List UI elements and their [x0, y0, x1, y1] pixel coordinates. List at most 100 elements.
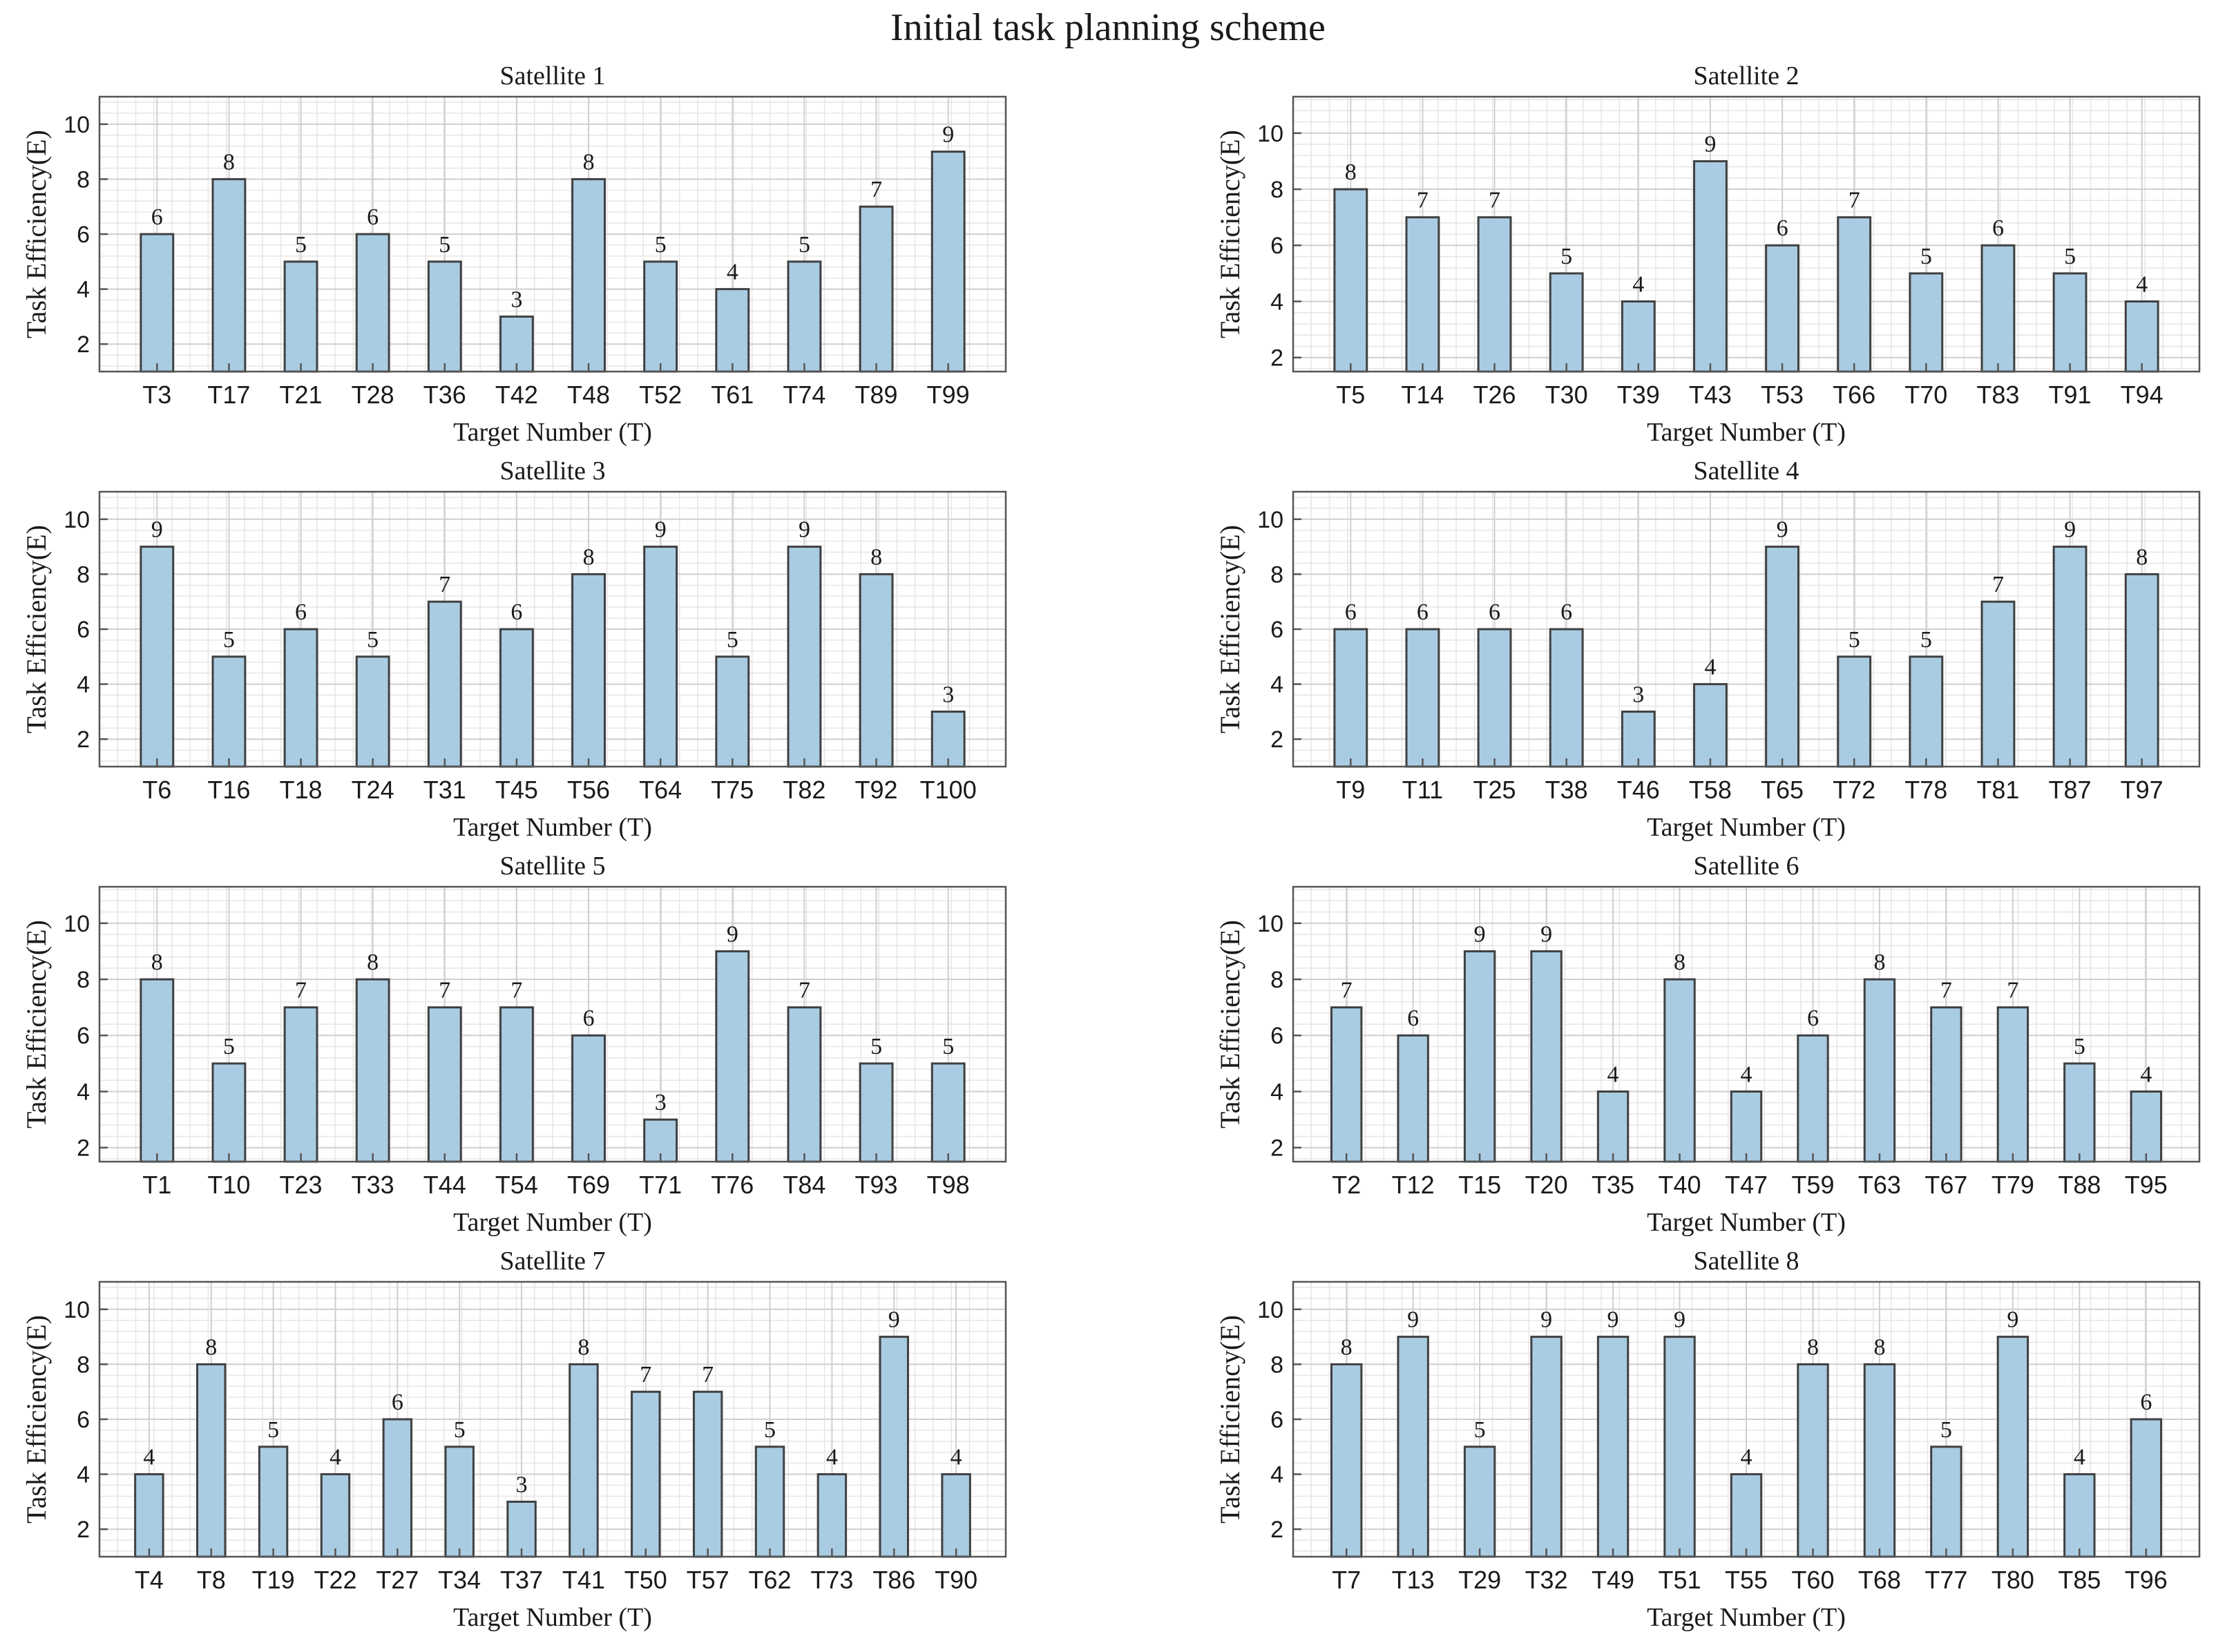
y-tick-label: 2 — [77, 1135, 90, 1162]
chart-panel-5: 8 5 7 8 7 7 6 3 9 7 5 5 2 4 6 8 10 T1 T10 T23 T33 T44 T54 T69 T7… — [21, 852, 1007, 1237]
x-tick-label: T91 — [2049, 381, 2092, 409]
data-label: 9 — [1474, 921, 1486, 947]
bar-series: 8 7 7 5 4 9 6 7 5 6 5 4 — [1333, 131, 2159, 373]
data-label: 7 — [870, 177, 882, 202]
bar — [941, 1473, 971, 1558]
bar — [1980, 600, 2016, 768]
subplot-title: Satellite 5 — [499, 852, 605, 881]
bar — [320, 1473, 351, 1558]
x-tick-label: T54 — [495, 1171, 538, 1199]
x-tick-label: T8 — [197, 1566, 226, 1594]
data-label: 5 — [1849, 627, 1860, 653]
y-axis-label: Task Efficiency(E) — [21, 525, 52, 733]
bar — [1765, 244, 1799, 373]
x-tick-label: T88 — [2058, 1171, 2101, 1199]
y-tick-label: 2 — [77, 1517, 90, 1543]
x-tick-label: T65 — [1761, 776, 1804, 804]
y-tick-label: 4 — [1270, 672, 1283, 698]
bar-series: 9 5 6 5 7 6 8 9 5 9 8 3 — [140, 517, 966, 768]
data-label: 8 — [205, 1334, 217, 1360]
chart-panel-2: 8 7 7 5 4 9 6 7 5 6 5 4 2 4 6 8 10 T5 T14 T26 T30 T39 T43 T53 T6… — [1214, 61, 2201, 447]
x-tick-label: T86 — [872, 1566, 915, 1594]
y-tick-label: 8 — [1270, 967, 1283, 993]
data-label: 6 — [151, 204, 163, 230]
bar — [1797, 1363, 1829, 1558]
bar — [1330, 1006, 1363, 1163]
data-label: 8 — [1807, 1334, 1819, 1360]
bar — [355, 233, 390, 373]
bar — [1477, 216, 1512, 373]
bar — [1863, 1363, 1896, 1558]
data-label: 8 — [223, 149, 235, 175]
y-tick-label: 8 — [1270, 1352, 1283, 1378]
data-label: 4 — [826, 1445, 838, 1470]
data-label: 6 — [1992, 215, 2004, 241]
data-label: 8 — [367, 950, 379, 975]
data-label: 5 — [2064, 244, 2076, 269]
data-label: 5 — [1940, 1417, 1952, 1443]
bar — [930, 151, 966, 373]
bar — [643, 260, 678, 373]
bar — [134, 1473, 164, 1558]
x-tick-label: T10 — [207, 1171, 250, 1199]
subplot-title: Satellite 2 — [1693, 61, 1799, 90]
data-label: 5 — [870, 1034, 882, 1059]
bar — [787, 260, 822, 373]
data-label: 6 — [392, 1390, 403, 1415]
data-label: 5 — [1920, 627, 1932, 653]
data-label: 5 — [367, 627, 379, 653]
x-tick-label: T92 — [855, 776, 898, 804]
bar-series: 8 5 7 8 7 7 6 3 9 7 5 5 — [140, 921, 966, 1163]
x-axis-label: Target Number (T) — [1647, 1603, 1846, 1632]
data-label: 6 — [1417, 599, 1429, 625]
data-label: 6 — [1489, 599, 1500, 625]
data-label: 4 — [1741, 1062, 1752, 1087]
y-tick-label: 8 — [77, 561, 90, 588]
bar — [2130, 1418, 2163, 1558]
y-axis-label: Task Efficiency(E) — [21, 920, 52, 1128]
data-label: 9 — [799, 517, 810, 543]
data-label: 8 — [1345, 160, 1357, 185]
subplot-title: Satellite 4 — [1693, 457, 1799, 486]
x-axis-label: Target Number (T) — [1647, 418, 1846, 447]
x-tick-label: T51 — [1659, 1566, 1701, 1594]
axes-frame — [98, 885, 1007, 1163]
x-tick-label: T56 — [567, 776, 610, 804]
x-tick-label: T5 — [1336, 381, 1365, 409]
x-tick-label: T41 — [562, 1566, 605, 1594]
data-label: 6 — [1807, 1006, 1819, 1031]
subplot-title: Satellite 8 — [1693, 1247, 1799, 1276]
x-tick-label: T59 — [1791, 1171, 1834, 1199]
x-tick-label: T82 — [783, 776, 825, 804]
bar-series: 8 9 5 9 9 9 4 8 8 5 9 4 6 — [1330, 1307, 2163, 1558]
y-tick-label: 4 — [77, 1462, 90, 1488]
y-tick-label: 6 — [1270, 1407, 1283, 1433]
data-label: 8 — [1674, 950, 1685, 975]
data-label: 4 — [2074, 1445, 2085, 1470]
bar — [715, 655, 750, 768]
y-tick-label: 6 — [1270, 233, 1283, 259]
x-tick-label: T64 — [639, 776, 682, 804]
data-label: 4 — [2136, 271, 2148, 297]
y-tick-label: 6 — [77, 222, 90, 248]
data-label: 7 — [799, 978, 810, 1003]
bar — [1730, 1473, 1763, 1558]
data-label: 6 — [1560, 599, 1572, 625]
y-tick-label: 4 — [1270, 1079, 1283, 1105]
bar — [631, 1390, 661, 1558]
x-tick-label: T2 — [1332, 1171, 1361, 1199]
y-tick-label: 4 — [1270, 289, 1283, 315]
data-label: 6 — [295, 599, 307, 625]
y-axis-label: Task Efficiency(E) — [1214, 1315, 1245, 1524]
figure-title: Initial task planning scheme — [890, 6, 1326, 49]
x-tick-label: T66 — [1833, 381, 1875, 409]
bar-series: 6 6 6 6 3 4 9 5 5 7 9 8 — [1333, 517, 2159, 768]
x-tick-label: T47 — [1725, 1171, 1768, 1199]
x-tick-label: T13 — [1392, 1566, 1435, 1594]
data-label: 5 — [439, 232, 450, 258]
data-label: 6 — [1407, 1006, 1419, 1031]
y-tick-label: 10 — [64, 507, 90, 533]
x-tick-label: T84 — [783, 1171, 825, 1199]
data-label: 9 — [1704, 131, 1716, 157]
